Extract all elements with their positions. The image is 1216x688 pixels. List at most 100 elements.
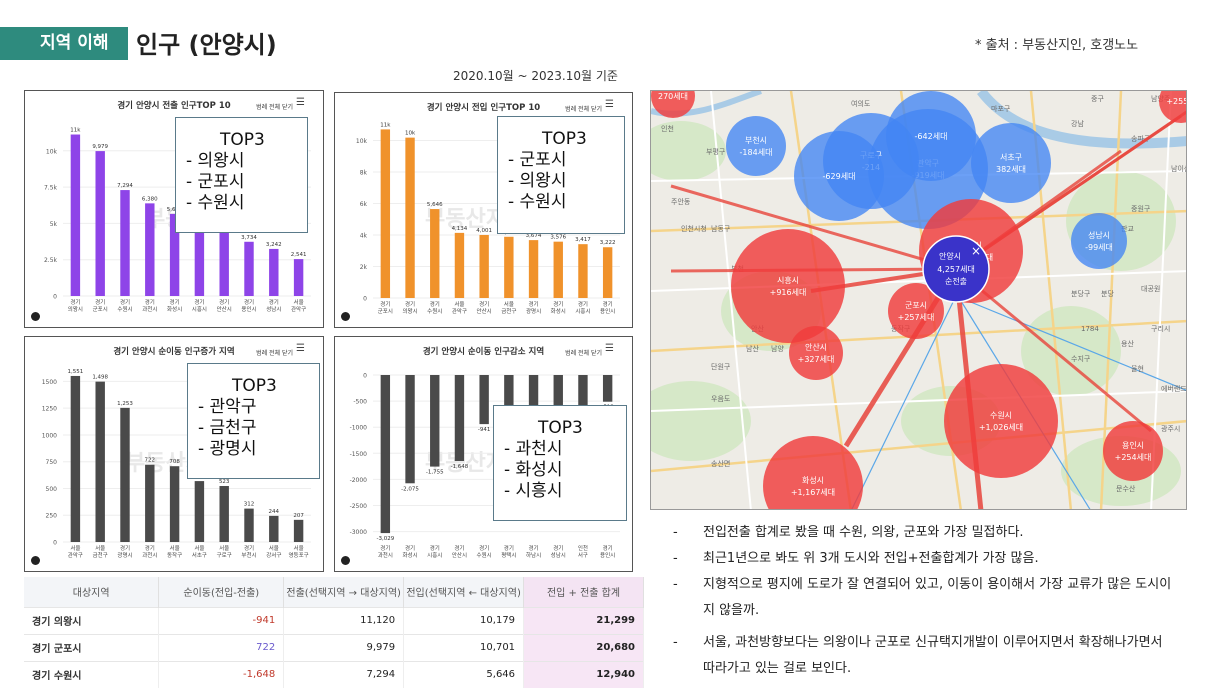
place-label: 강남	[1071, 119, 1084, 128]
place-label: 율현	[1131, 365, 1144, 373]
x-tick-label: 관악구	[291, 305, 306, 313]
top3-box: TOP3 - 의왕시 - 군포시 - 수원시	[175, 117, 308, 233]
x-tick-label: 서울	[194, 544, 204, 552]
legend-toggle-link[interactable]: 범례 전체 닫기	[256, 350, 293, 357]
x-tick-label: 서울	[170, 544, 180, 552]
y-tick-label: 4k	[360, 232, 368, 239]
menu-icon[interactable]: ☰	[296, 97, 305, 108]
y-tick-label: 5k	[50, 221, 58, 228]
column-header[interactable]: 전출(선택지역 → 대상지역)	[283, 577, 405, 607]
map-canvas[interactable]: 부평구주안동인천시청남동구안산남산남양단원구우음도송산면분당구수지구중원구판교대…	[651, 91, 1187, 510]
data-label: 7,294	[117, 183, 133, 189]
column-header[interactable]: 전입(선택지역 ← 대상지역)	[403, 577, 525, 607]
bar	[145, 464, 155, 542]
place-label: 구리시	[1151, 324, 1170, 333]
bar	[479, 375, 489, 425]
data-label: -3,029	[376, 536, 394, 542]
y-tick-label: 2k	[360, 264, 368, 271]
legend-toggle-link[interactable]: 범례 전체 닫기	[565, 350, 602, 357]
bar	[120, 407, 130, 542]
column-header[interactable]: 전입 + 전출 합계	[523, 577, 644, 607]
place-label: 수지구	[1071, 354, 1091, 363]
legend-toggle-link[interactable]: 범례 전체 닫기	[565, 106, 602, 113]
center-value: 4,257세대	[937, 265, 975, 274]
outflow-cell: 7,294	[283, 660, 405, 688]
region-bubble	[888, 283, 944, 339]
x-tick-label: 군포시	[93, 306, 108, 313]
data-label: -941	[478, 427, 490, 433]
route-line	[851, 295, 957, 509]
bar	[602, 375, 613, 402]
section-tag: 지역 이해	[0, 27, 128, 60]
x-tick-label: 경기	[578, 300, 588, 308]
logo-icon	[341, 312, 350, 321]
close-icon[interactable]: ×	[971, 244, 981, 258]
place-label: 우음도	[711, 395, 731, 403]
bubble-name: 부천시	[745, 135, 767, 145]
x-tick-label: 서울	[269, 544, 279, 552]
x-tick-label: 경기	[454, 544, 464, 552]
menu-icon[interactable]: ☰	[605, 343, 614, 354]
legend-toggle-link[interactable]: 범례 전체 닫기	[256, 104, 293, 111]
region-bubble	[971, 123, 1051, 203]
menu-icon[interactable]: ☰	[605, 99, 614, 110]
bar	[380, 129, 391, 298]
column-header[interactable]: 대상지역	[24, 577, 160, 607]
chart-title: 경기 안양시 순이동 인구감소 지역	[422, 347, 545, 357]
data-label: 3,222	[600, 240, 616, 246]
region-cell: 경기 수원시	[24, 660, 160, 688]
y-tick-label: 1000	[42, 432, 57, 439]
outflow-cell: 9,979	[283, 633, 405, 661]
x-tick-label: 화성시	[402, 551, 417, 559]
bubble-name: 화성시	[802, 476, 824, 485]
column-header[interactable]: 순이동(전입-전출)	[158, 577, 285, 607]
table-row[interactable]: 경기 의왕시 -941 11,120 10,179 21,299	[24, 606, 644, 634]
x-tick-label: 경기	[553, 544, 563, 552]
inflow-cell: 10,179	[403, 606, 525, 634]
x-tick-label: 화성시	[551, 307, 566, 315]
place-label: 대공원	[1141, 284, 1160, 293]
place-label: 1784	[1081, 325, 1099, 333]
x-tick-label: 경기	[479, 544, 489, 552]
region-bubble	[944, 364, 1058, 478]
x-tick-label: 경기	[194, 298, 204, 306]
flow-arrow	[670, 184, 957, 271]
table-row[interactable]: 경기 군포시 722 9,979 10,701 20,680	[24, 633, 644, 661]
menu-icon[interactable]: ☰	[296, 343, 305, 354]
place-label: 여의도	[851, 99, 871, 108]
x-tick-label: 경기	[603, 300, 613, 308]
x-tick-label: 경기	[219, 298, 229, 306]
x-tick-label: 군포시	[378, 308, 393, 315]
chart-title: 경기 안양시 전출 인구TOP 10	[117, 101, 231, 111]
x-tick-label: 용인시	[600, 552, 615, 559]
y-tick-label: -1500	[350, 451, 368, 458]
x-tick-label: 시흥시	[427, 551, 442, 559]
region-bubble	[886, 91, 976, 181]
x-tick-label: 용인시	[241, 306, 256, 313]
bar	[169, 213, 180, 296]
x-tick-label: 경기	[269, 298, 279, 306]
top3-heading: TOP3	[232, 376, 277, 396]
chart-title: 경기 안양시 전입 인구TOP 10	[426, 103, 541, 113]
data-label: 312	[244, 502, 255, 508]
migration-map[interactable]: 부평구주안동인천시청남동구안산남산남양단원구우음도송산면분당구수지구중원구판교대…	[650, 90, 1187, 510]
bubble-name: 시흥시	[777, 275, 799, 285]
table-row[interactable]: 경기 수원시 -1,648 7,294 5,646 12,940	[24, 660, 644, 688]
total-cell: 21,299	[523, 606, 644, 634]
bubble-value: -642세대	[915, 132, 948, 141]
bar	[405, 137, 415, 298]
top3-item: - 광명시	[198, 439, 257, 459]
top3-heading: TOP3	[220, 130, 265, 150]
x-tick-label: 경기	[380, 544, 390, 552]
x-tick-label: 경기	[120, 544, 130, 552]
bar	[430, 375, 440, 467]
data-label: 3,674	[526, 233, 542, 239]
place-label: 남산	[746, 344, 759, 353]
bar	[602, 247, 613, 298]
bubble-value: -184세대	[740, 148, 773, 157]
logo-icon	[31, 556, 40, 565]
bubble-value: +327세대	[798, 355, 835, 364]
region-bubble	[726, 116, 786, 176]
